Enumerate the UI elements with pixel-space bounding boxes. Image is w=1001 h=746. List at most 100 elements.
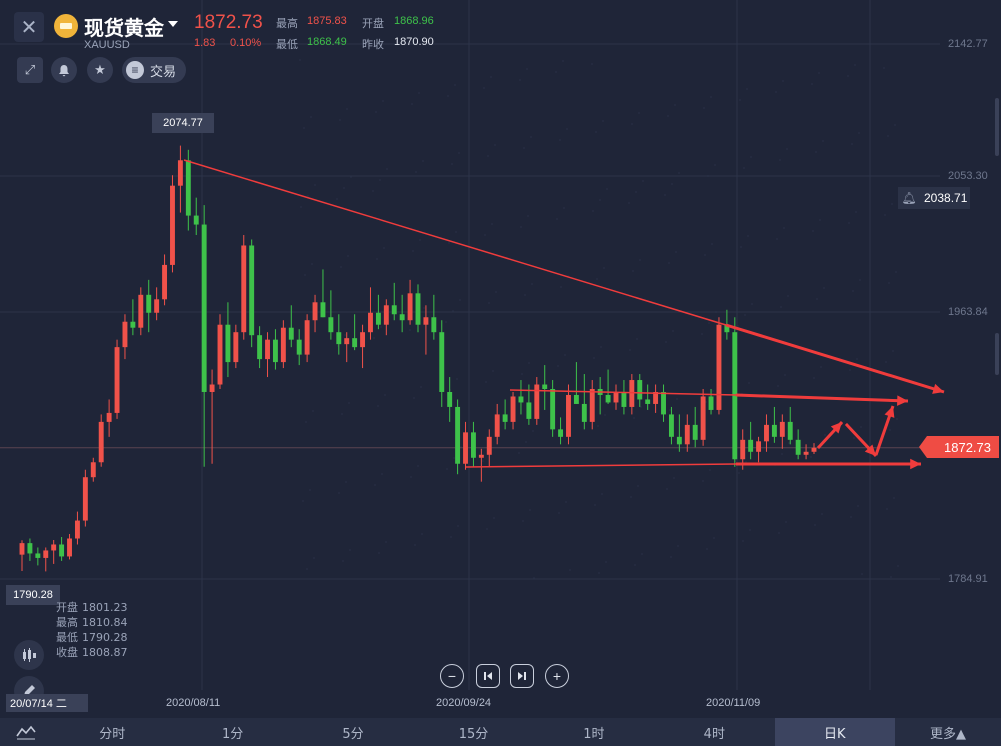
map-dot [521, 373, 523, 375]
map-dot [701, 333, 703, 335]
map-dot [381, 473, 383, 475]
candle-body [771, 424, 777, 437]
period-tab-2[interactable]: 1分 [221, 726, 244, 742]
map-dot [856, 358, 858, 360]
last-price-tag: 1872.73 [919, 436, 999, 458]
map-dot [598, 572, 600, 574]
price-alert[interactable]: 🔔︎ 2038.71 [898, 187, 970, 209]
map-dot [522, 520, 524, 522]
candle-body [399, 314, 405, 321]
map-dot [780, 306, 782, 308]
candle-body [344, 338, 350, 345]
map-dot [451, 163, 453, 165]
map-dot [604, 414, 606, 416]
candle-body [502, 414, 508, 422]
candle-body [130, 321, 136, 328]
map-dot [670, 556, 672, 558]
map-dot [852, 290, 854, 292]
map-dot [488, 302, 490, 304]
period-tab-1[interactable]: 分时 [99, 726, 126, 742]
period-tab-7[interactable]: 日K [774, 718, 895, 746]
map-dot [591, 63, 593, 65]
map-dot [457, 525, 459, 527]
map-dot [411, 103, 413, 105]
candle-body [518, 396, 524, 403]
candle-body [217, 324, 223, 385]
low-label: 最低 [276, 38, 298, 51]
candle-body [35, 553, 41, 558]
candle-body [692, 424, 698, 440]
line-chart-icon[interactable] [0, 718, 52, 746]
period-tab-5[interactable]: 1时 [583, 726, 605, 742]
candle-body [352, 338, 358, 348]
step-forward-icon[interactable] [510, 664, 534, 688]
candle-body [368, 312, 373, 333]
trade-label: 交易 [150, 64, 177, 80]
map-dot [742, 540, 744, 542]
map-dot [824, 434, 826, 436]
map-dot [379, 179, 381, 181]
map-dot [340, 266, 342, 268]
map-dot [565, 501, 567, 503]
scroll-indicator[interactable] [995, 333, 999, 375]
map-dot [374, 484, 376, 486]
period-tab-6[interactable]: 4时 [703, 726, 725, 742]
candle-body [700, 396, 706, 440]
trade-button[interactable]: ≡ 交易 [122, 57, 186, 83]
map-dot [895, 271, 897, 273]
map-dot [562, 60, 564, 62]
map-dot [490, 76, 492, 78]
chevron-down-icon[interactable] [168, 21, 178, 27]
candle-body [447, 391, 453, 407]
map-dot [491, 223, 493, 225]
map-dot [384, 394, 386, 396]
candle-body [811, 447, 817, 452]
chart-area[interactable] [0, 0, 1001, 718]
more-periods-button[interactable]: 更多▲ [894, 718, 1001, 746]
candle-body [383, 305, 389, 325]
candle-body [27, 543, 33, 554]
plus-icon[interactable]: + [545, 664, 569, 688]
x-axis-date: 2020/08/11 [166, 697, 221, 709]
candle-body [645, 399, 651, 404]
map-dot [858, 132, 860, 134]
bell-icon[interactable] [51, 57, 77, 83]
map-dot [814, 524, 816, 526]
draw-line-icon[interactable]: ⤢ [17, 57, 43, 83]
list-icon: ≡ [126, 61, 144, 79]
map-dot [636, 338, 638, 340]
period-tab-4[interactable]: 15分 [458, 726, 489, 742]
period-tab-3[interactable]: 5分 [342, 726, 364, 742]
close-icon[interactable]: ✕ [14, 12, 44, 42]
map-dot [555, 71, 557, 73]
map-dot [811, 83, 813, 85]
map-dot [750, 156, 752, 158]
map-dot [305, 421, 307, 423]
map-dot [710, 96, 712, 98]
x-axis-date: 2020/09/24 [436, 697, 492, 709]
scroll-indicator[interactable] [995, 98, 999, 156]
candle-body [280, 327, 286, 363]
candlestick-icon[interactable] [14, 640, 44, 670]
candle-body [637, 380, 643, 400]
map-dot [420, 386, 422, 388]
map-dot [383, 247, 385, 249]
candle-body [407, 293, 413, 321]
map-dot [456, 378, 458, 380]
map-dot [813, 377, 815, 379]
map-dot [373, 337, 375, 339]
map-dot [601, 493, 603, 495]
map-dot [528, 362, 530, 364]
map-dot [675, 251, 677, 253]
step-back-icon[interactable] [476, 664, 500, 688]
map-dot [345, 481, 347, 483]
symbol-name[interactable]: 现货黄金 [84, 16, 164, 40]
star-icon[interactable]: ★ [87, 57, 113, 83]
map-dot [671, 183, 673, 185]
period-bar: 分时 1分 5分 15分 1时 4时 日K 更多▲ [0, 718, 1001, 746]
candle-body [732, 332, 738, 460]
candlestick-chart[interactable] [0, 0, 1001, 718]
map-dot [819, 219, 821, 221]
map-dot [893, 497, 895, 499]
minus-icon[interactable]: − [440, 664, 464, 688]
